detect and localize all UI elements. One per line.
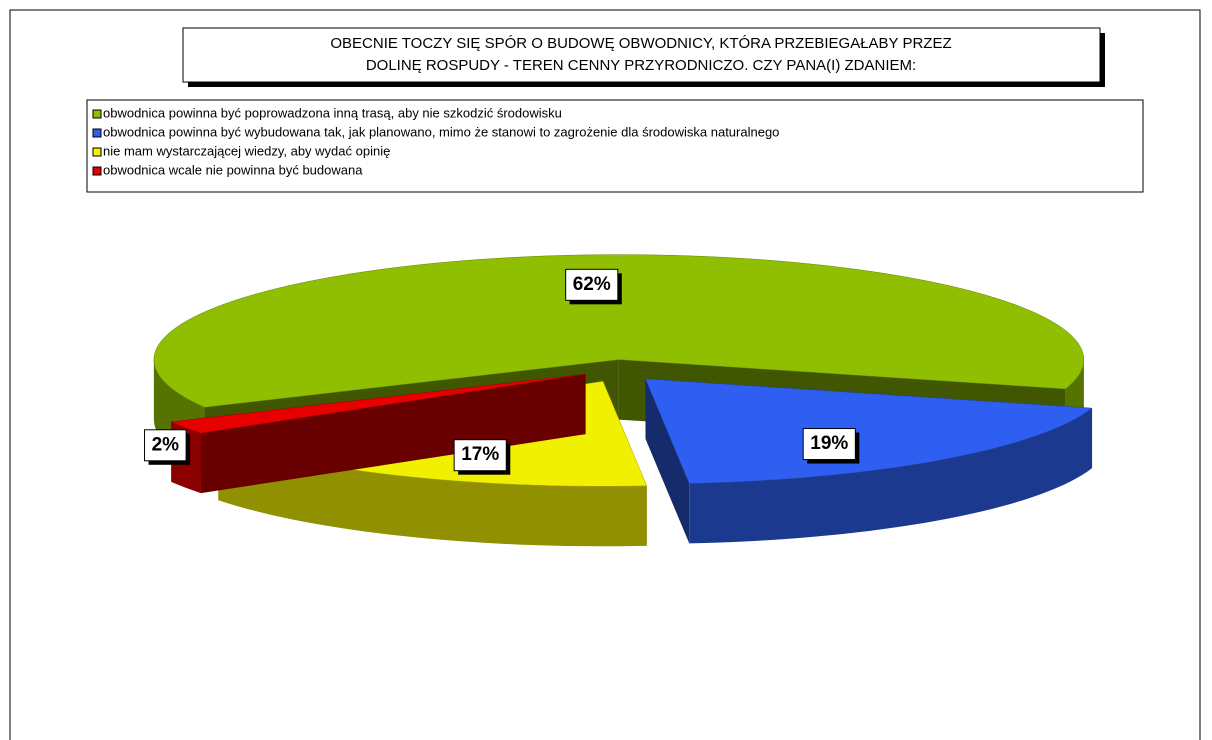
legend-label: obwodnica powinna być poprowadzona inną …: [103, 105, 562, 120]
slice-side: [645, 378, 690, 544]
pie-slice: [153, 254, 1085, 408]
data-label: 17%: [461, 444, 499, 465]
data-label: 19%: [810, 433, 848, 454]
label-box: [565, 268, 619, 301]
legend-swatch: [92, 128, 102, 138]
legend-label: obwodnica wcale nie powinna być budowana: [103, 162, 363, 177]
legend-swatch: [92, 109, 102, 119]
legend-swatch: [92, 166, 102, 176]
slice-side: [171, 374, 586, 482]
pie-slice: [170, 373, 586, 434]
title-box: [182, 27, 1101, 83]
chart-title: DOLINĘ ROSPUDY - TEREN CENNY PRZYRODNICZ…: [366, 57, 916, 74]
label-box: [453, 439, 507, 472]
label-box: [802, 428, 856, 461]
legend-label: nie mam wystarczającej wiedzy, aby wydać…: [103, 143, 390, 158]
label-box: [144, 429, 187, 462]
legend-label: obwodnica powinna być wybudowana tak, ja…: [103, 124, 779, 139]
legend-box: [86, 99, 1144, 193]
chart-title: OBECNIE TOCZY SIĘ SPÓR O BUDOWĘ OBWODNIC…: [330, 35, 951, 52]
data-label: 2%: [152, 434, 180, 455]
pie-slice: [645, 378, 1093, 484]
legend-swatch: [92, 147, 102, 157]
data-label: 62%: [573, 274, 611, 295]
slice-wall: [689, 408, 1093, 544]
